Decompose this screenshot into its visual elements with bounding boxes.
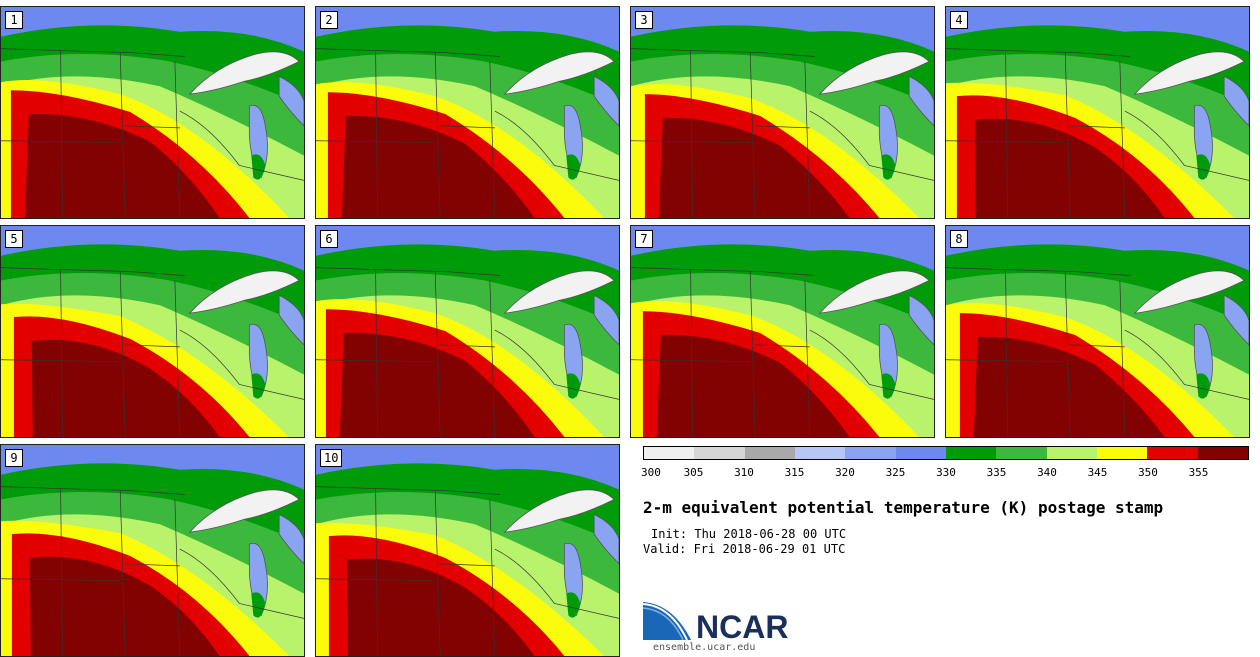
member-label: 7 xyxy=(635,230,653,248)
ncar-logo: NCAR xyxy=(643,602,788,644)
colorbar xyxy=(643,446,1249,460)
ensemble-member-panel-1: 1 xyxy=(0,6,305,219)
valid-time: Valid: Fri 2018-06-29 01 UTC xyxy=(643,542,846,556)
colorbar-tick-label: 320 xyxy=(835,466,855,479)
colorbar-tick-label: 340 xyxy=(1037,466,1057,479)
equivalent-potential-temperature-map xyxy=(1,226,304,437)
ncar-logo-text: NCAR xyxy=(696,609,788,644)
ensemble-member-panel-10: 10 xyxy=(315,444,620,657)
ensemble-member-panel-7: 7 xyxy=(630,225,935,438)
figure-title: 2-m equivalent potential temperature (K)… xyxy=(643,498,1164,517)
equivalent-potential-temperature-map xyxy=(631,226,934,437)
ensemble-member-panel-3: 3 xyxy=(630,6,935,219)
equivalent-potential-temperature-map xyxy=(1,7,304,218)
equivalent-potential-temperature-map xyxy=(631,7,934,218)
colorbar-segment xyxy=(794,447,846,459)
colorbar-tick-label: 345 xyxy=(1087,466,1108,479)
equivalent-potential-temperature-map xyxy=(946,226,1249,437)
colorbar-segment xyxy=(895,447,946,459)
ensemble-member-panel-6: 6 xyxy=(315,225,620,438)
equivalent-potential-temperature-map xyxy=(316,445,619,656)
colorbar-segment xyxy=(1096,447,1148,459)
equivalent-potential-temperature-map xyxy=(1,445,304,656)
colorbar-tick-label: 315 xyxy=(784,466,805,479)
colorbar-segment xyxy=(744,447,795,459)
ensemble-member-panel-2: 2 xyxy=(315,6,620,219)
equivalent-potential-temperature-map xyxy=(316,226,619,437)
equivalent-potential-temperature-map xyxy=(316,7,619,218)
colorbar-segment xyxy=(1046,447,1097,459)
equivalent-potential-temperature-map xyxy=(946,7,1249,218)
member-label: 5 xyxy=(5,230,23,248)
colorbar-tick-label: 310 xyxy=(734,466,754,479)
member-label: 2 xyxy=(320,11,338,29)
colorbar-tick-label: 305 xyxy=(683,466,704,479)
colorbar-tick-label: 300 xyxy=(641,466,661,479)
colorbar-segment xyxy=(996,447,1047,459)
colorbar-tick-label: 350 xyxy=(1138,466,1158,479)
member-label: 4 xyxy=(950,11,968,29)
member-label: 10 xyxy=(320,449,343,467)
colorbar-tick-label: 330 xyxy=(936,466,956,479)
member-label: 1 xyxy=(5,11,23,29)
colorbar-segment xyxy=(1147,447,1198,459)
member-label: 3 xyxy=(635,11,653,29)
ensemble-member-panel-8: 8 xyxy=(945,225,1250,438)
ensemble-member-panel-4: 4 xyxy=(945,6,1250,219)
colorbar-segment xyxy=(644,447,695,459)
init-time: Init: Thu 2018-06-28 00 UTC xyxy=(651,527,847,541)
colorbar-tick-label: 355 xyxy=(1188,466,1209,479)
colorbar-segment xyxy=(694,447,745,459)
colorbar-tick-label: 325 xyxy=(885,466,906,479)
colorbar-segment xyxy=(945,447,997,459)
ensemble-member-panel-9: 9 xyxy=(0,444,305,657)
colorbar-tick-label: 335 xyxy=(986,466,1007,479)
colorbar-tick-labels: 300 305 310 315 320 325 330 335 340 345 350 355 xyxy=(641,466,1249,480)
ensemble-member-panel-5: 5 xyxy=(0,225,305,438)
colorbar-segment xyxy=(845,447,896,459)
logo-url: ensemble.ucar.edu xyxy=(653,642,756,653)
member-label: 9 xyxy=(5,449,23,467)
member-label: 8 xyxy=(950,230,968,248)
member-label: 6 xyxy=(320,230,338,248)
colorbar-segment xyxy=(1197,447,1248,459)
